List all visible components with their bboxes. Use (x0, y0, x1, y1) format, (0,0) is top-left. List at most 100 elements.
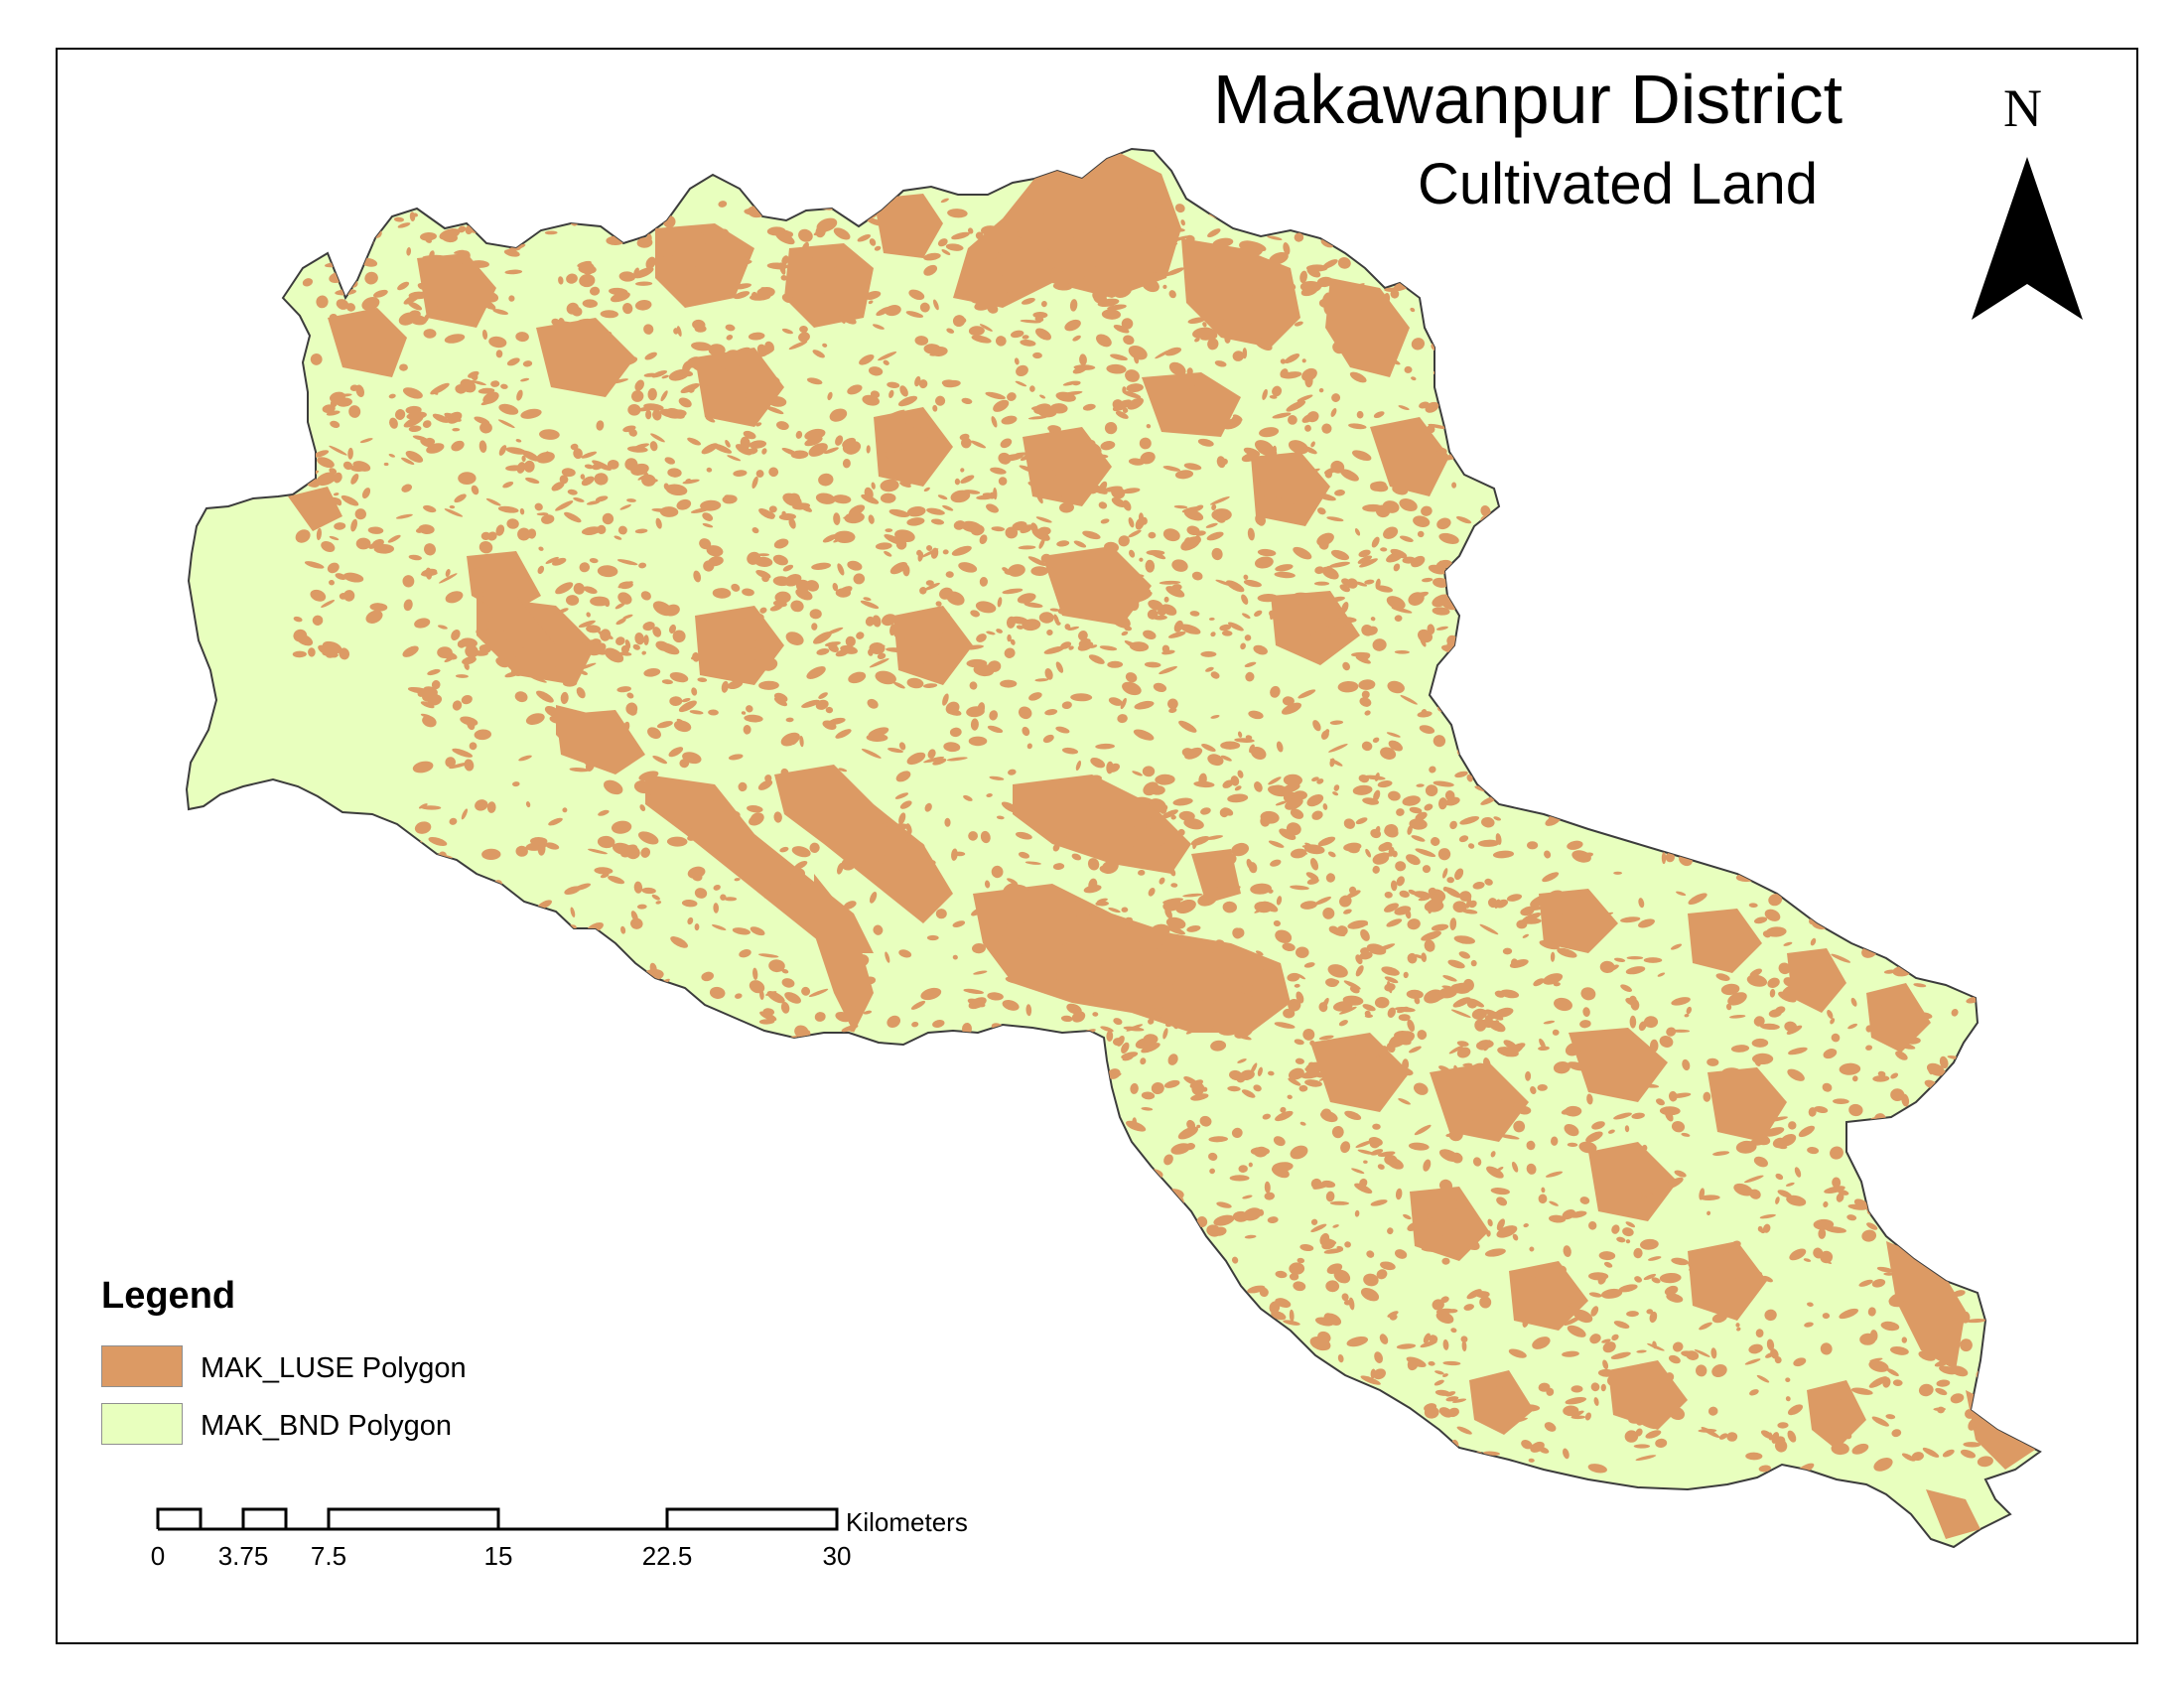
cultivated-parcel (447, 411, 463, 424)
cultivated-parcel (1078, 630, 1088, 641)
cultivated-parcel (1384, 214, 1395, 224)
cultivated-parcel (1416, 783, 1425, 787)
cultivated-parcel (650, 433, 665, 443)
cultivated-parcel (1214, 1337, 1235, 1351)
cultivated-parcel (1067, 626, 1080, 631)
cultivated-parcel (592, 460, 612, 471)
cultivated-parcel (1002, 454, 1024, 462)
cultivated-parcel (655, 901, 662, 905)
cultivated-parcel (1015, 831, 1032, 840)
cultivated-parcel (1450, 1009, 1471, 1019)
cultivated-parcel (1901, 1093, 1910, 1107)
cultivated-parcel (419, 1050, 430, 1056)
cultivated-parcel (1711, 1313, 1727, 1324)
cultivated-parcel (471, 1038, 485, 1049)
cultivated-parcel (453, 214, 474, 219)
cultivated-parcel (1107, 660, 1124, 668)
cultivated-parcel (1183, 537, 1193, 548)
cultivated-parcel (1920, 821, 1938, 830)
cultivated-parcel (869, 238, 877, 246)
cultivated-parcel (861, 493, 880, 504)
cultivated-parcel (1043, 228, 1059, 238)
cultivated-parcel (815, 492, 836, 504)
cultivated-parcel (537, 842, 546, 856)
cultivated-parcel (1614, 775, 1628, 782)
cultivated-parcel (810, 902, 828, 915)
cultivated-parcel (989, 775, 1005, 780)
cultivated-parcel (1386, 551, 1404, 563)
cultivated-parcel (1357, 555, 1373, 564)
cultivated-parcel (1032, 352, 1042, 359)
cultivated-parcel (1665, 1109, 1674, 1122)
cultivated-parcel (828, 717, 846, 725)
cultivated-parcel (1114, 1412, 1121, 1420)
cultivated-parcel (1468, 1077, 1477, 1089)
cultivated-parcel (995, 336, 1007, 347)
cultivated-parcel (481, 848, 501, 861)
cultivated-parcel (1661, 852, 1667, 865)
cultivated-parcel (448, 992, 470, 1001)
cultivated-parcel (1831, 953, 1851, 963)
cultivated-parcel (2022, 787, 2037, 794)
cultivated-parcel (294, 328, 307, 334)
cultivated-parcel (515, 845, 528, 857)
cultivated-parcel (645, 256, 656, 269)
cultivated-parcel (1564, 1123, 1579, 1137)
cultivated-parcel (1474, 1403, 1494, 1414)
cultivated-parcel (1310, 441, 1315, 448)
cultivated-parcel (1289, 1262, 1305, 1275)
cultivated-parcel (512, 1047, 521, 1059)
cultivated-parcel (1927, 1064, 1933, 1075)
cultivated-parcel (1172, 1442, 1192, 1448)
cultivated-parcel (376, 337, 388, 346)
cultivated-parcel (422, 420, 432, 428)
cultivated-parcel (1123, 335, 1135, 346)
cultivated-parcel (1007, 392, 1017, 401)
cultivated-parcel (708, 709, 719, 716)
cultivated-parcel (887, 1015, 901, 1029)
cultivated-parcel (554, 661, 575, 669)
cultivated-parcel (681, 697, 691, 703)
cultivated-parcel (643, 634, 649, 645)
cultivated-parcel (626, 692, 634, 699)
cultivated-parcel (514, 1051, 535, 1061)
cultivated-parcel (1227, 1085, 1241, 1092)
cultivated-parcel (1434, 246, 1450, 256)
cultivated-parcel (1580, 987, 1596, 1001)
cultivated-parcel (327, 496, 341, 505)
cultivated-parcel (1436, 239, 1455, 249)
cultivated-parcel (906, 505, 926, 517)
cultivated-parcel (1202, 994, 1217, 1002)
cultivated-parcel (1132, 1117, 1138, 1127)
cultivated-parcel (1219, 991, 1242, 1004)
cultivated-parcel (780, 1002, 790, 1014)
cultivated-parcel (1048, 567, 1055, 579)
cultivated-parcel (1020, 339, 1036, 347)
cultivated-parcel (837, 862, 844, 875)
cultivated-parcel (894, 529, 915, 543)
cultivated-parcel (1386, 732, 1401, 738)
cultivated-parcel (1719, 1252, 1736, 1264)
cultivated-parcel (1231, 1256, 1239, 1264)
cultivated-parcel (496, 229, 506, 239)
cultivated-parcel (1272, 385, 1283, 397)
cultivated-parcel (1108, 260, 1124, 271)
cultivated-parcel (1122, 681, 1142, 696)
cultivated-parcel (943, 379, 961, 388)
cultivated-parcel (597, 565, 618, 578)
cultivated-parcel (401, 457, 415, 466)
cultivated-parcel (1554, 910, 1566, 915)
cultivated-parcel (1814, 1105, 1829, 1114)
cultivated-parcel (1326, 1073, 1340, 1082)
cultivated-parcel (702, 512, 714, 521)
cultivated-parcel (1839, 1062, 1861, 1075)
cultivated-parcel (1704, 943, 1718, 949)
cultivated-parcel (1067, 272, 1074, 281)
cultivated-parcel (887, 409, 905, 417)
cultivated-parcel (1394, 1249, 1408, 1259)
cultivated-parcel (1567, 1061, 1586, 1071)
cultivated-parcel (1454, 771, 1468, 778)
cultivated-parcel (1922, 1447, 1940, 1458)
cultivated-parcel (1113, 1232, 1121, 1243)
cultivated-parcel (1676, 891, 1687, 897)
